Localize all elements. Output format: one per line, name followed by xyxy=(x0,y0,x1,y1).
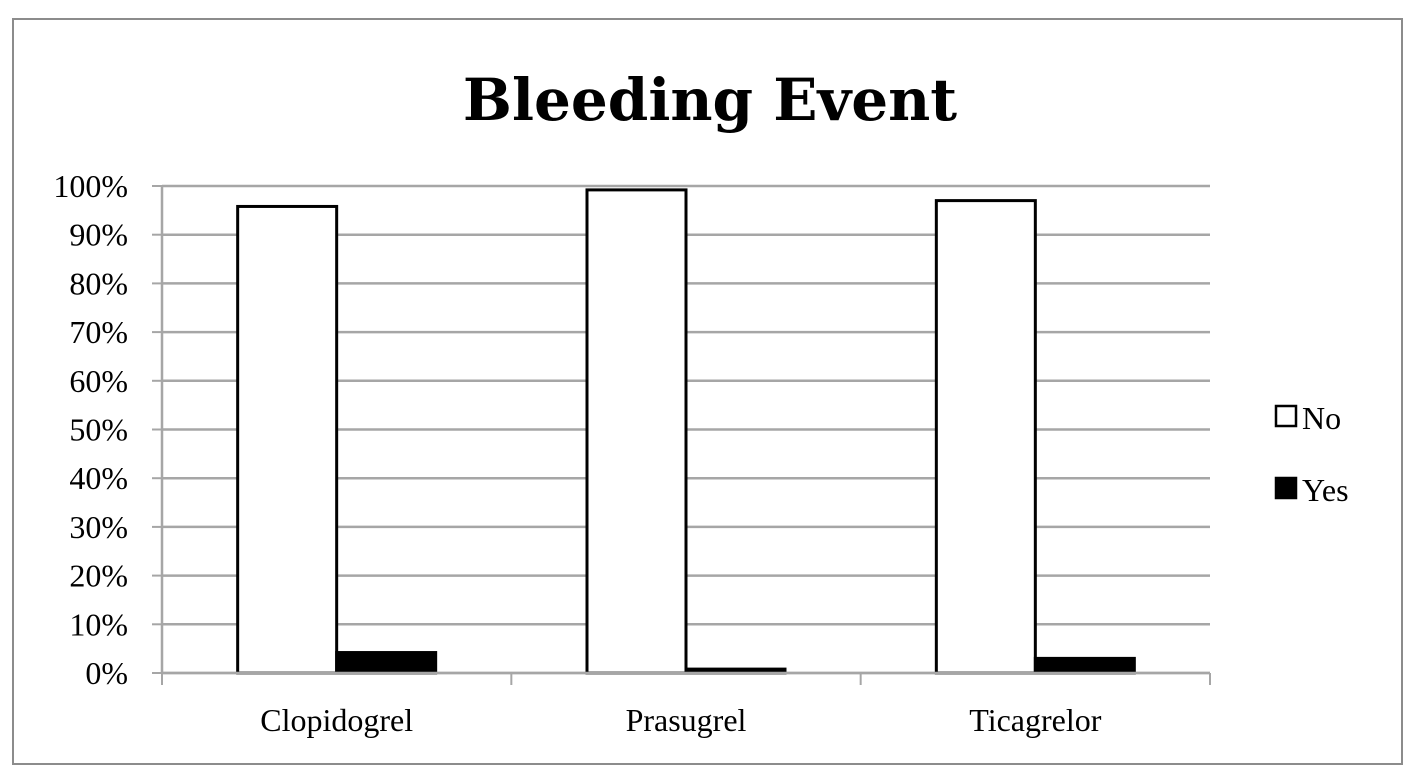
chart-title: Bleeding Event xyxy=(463,66,957,134)
x-tick-label: Ticagrelor xyxy=(969,702,1101,738)
legend-label-yes: Yes xyxy=(1302,472,1349,508)
bar-no-prasugrel xyxy=(585,188,688,675)
y-tick-label: 100% xyxy=(53,168,128,204)
bar-yes-clopidogrel xyxy=(335,651,438,675)
x-axis-labels: Clopidogrel Prasugrel Ticagrelor xyxy=(260,702,1102,738)
y-tick-label: 50% xyxy=(69,412,128,448)
y-tick-label: 10% xyxy=(69,606,128,642)
y-tick-label: 20% xyxy=(69,558,128,594)
y-tick-label: 80% xyxy=(69,265,128,301)
y-axis-ticks: 0% 10% 20% 30% 40% 50% 60% 70% 80% 90% 100% xyxy=(53,168,162,691)
x-tick-label: Prasugrel xyxy=(626,702,747,738)
legend-swatch-yes xyxy=(1274,476,1298,500)
y-tick-label: 60% xyxy=(69,363,128,399)
bar-no-clopidogrel xyxy=(236,204,339,675)
legend-swatch-no xyxy=(1274,404,1298,428)
legend: No Yes xyxy=(1274,400,1349,508)
bar-yes-ticagrelor xyxy=(1033,656,1136,675)
y-tick-label: 30% xyxy=(69,509,128,545)
x-axis xyxy=(160,186,1211,685)
bars xyxy=(236,188,1136,675)
x-tick-label: Clopidogrel xyxy=(260,702,413,738)
y-tick-label: 40% xyxy=(69,460,128,496)
legend-label-no: No xyxy=(1302,400,1341,436)
bar-no-ticagrelor xyxy=(934,199,1037,675)
y-tick-label: 90% xyxy=(69,217,128,253)
y-tick-label: 0% xyxy=(85,655,128,691)
y-tick-label: 70% xyxy=(69,314,128,350)
